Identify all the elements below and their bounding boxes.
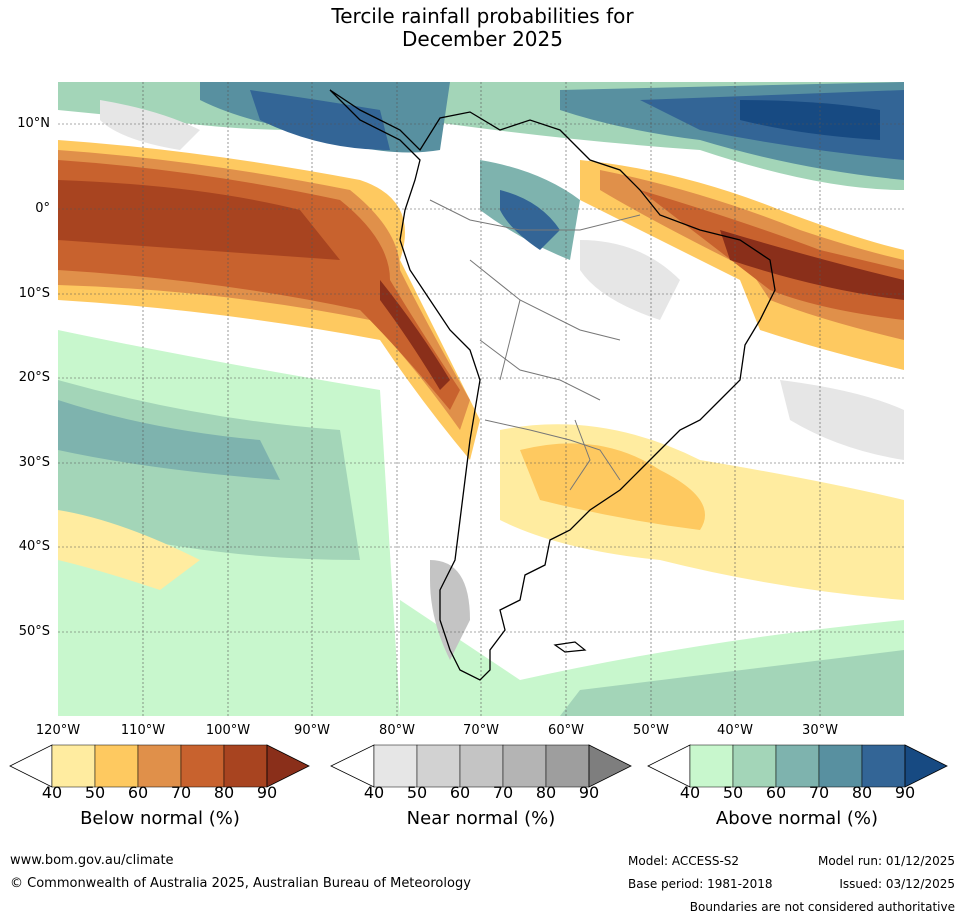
map-title-line2: December 2025	[402, 27, 563, 51]
below-normal-title: Below normal (%)	[80, 808, 240, 829]
graticule	[58, 82, 904, 716]
above-tick-40: 40	[679, 783, 701, 802]
colorbar-near-normal	[330, 744, 632, 788]
colorbar-above-normal	[647, 744, 948, 788]
lon-label-80w: 80°W	[379, 723, 415, 738]
near-tick-50: 50	[406, 783, 428, 802]
lat-label-10n: 10°N	[17, 116, 50, 131]
footer-base-period: Base period: 1981-2018	[628, 877, 773, 891]
near-normal-title: Near normal (%)	[406, 808, 556, 829]
footer-model: Model: ACCESS-S2	[628, 854, 740, 868]
above-tick-90: 90	[894, 783, 916, 802]
lat-label-0: 0°	[35, 201, 50, 216]
lat-label-10s: 10°S	[18, 286, 50, 301]
below-tick-40: 40	[41, 783, 63, 802]
lon-label-90w: 90°W	[294, 723, 330, 738]
footer-url: www.bom.gov.au/climate	[10, 853, 174, 868]
above-tick-70: 70	[808, 783, 830, 802]
below-tick-50: 50	[84, 783, 106, 802]
lon-label-40w: 40°W	[717, 723, 753, 738]
below-tick-80: 80	[213, 783, 235, 802]
above-tick-50: 50	[722, 783, 744, 802]
below-tick-60: 60	[127, 783, 149, 802]
footer-model-run: Model run: 01/12/2025	[817, 854, 955, 868]
footer-issued: Issued: 03/12/2025	[839, 877, 955, 891]
lon-label-100w: 100°W	[205, 723, 251, 738]
falkland-islands	[553, 641, 587, 653]
below-tick-90: 90	[256, 783, 278, 802]
near-tick-60: 60	[449, 783, 471, 802]
map-title-line1: Tercile rainfall probabilities for	[331, 4, 634, 28]
above-tick-80: 80	[851, 783, 873, 802]
footer-disclaimer: Boundaries are not considered authoritat…	[689, 900, 955, 914]
near-tick-40: 40	[363, 783, 385, 802]
near-tick-80: 80	[535, 783, 557, 802]
lon-label-60w: 60°W	[548, 723, 584, 738]
country-borders	[429, 199, 641, 491]
near-tick-90: 90	[578, 783, 600, 802]
lon-label-30w: 30°W	[802, 723, 838, 738]
lat-label-30s: 30°S	[18, 455, 50, 470]
lon-label-70w: 70°W	[463, 723, 499, 738]
above-normal-title: Above normal (%)	[715, 808, 879, 829]
near-tick-70: 70	[492, 783, 514, 802]
lon-label-110w: 110°W	[120, 723, 166, 738]
below-tick-70: 70	[170, 783, 192, 802]
footer-copyright: © Commonwealth of Australia 2025, Austra…	[10, 876, 471, 891]
lat-label-40s: 40°S	[18, 539, 50, 554]
south-america-coastline	[329, 89, 776, 681]
lat-label-50s: 50°S	[18, 624, 50, 639]
lon-label-120w: 120°W	[35, 723, 81, 738]
above-tick-60: 60	[765, 783, 787, 802]
colorbar-below-normal	[9, 744, 310, 788]
lat-label-20s: 20°S	[18, 370, 50, 385]
lon-label-50w: 50°W	[633, 723, 669, 738]
